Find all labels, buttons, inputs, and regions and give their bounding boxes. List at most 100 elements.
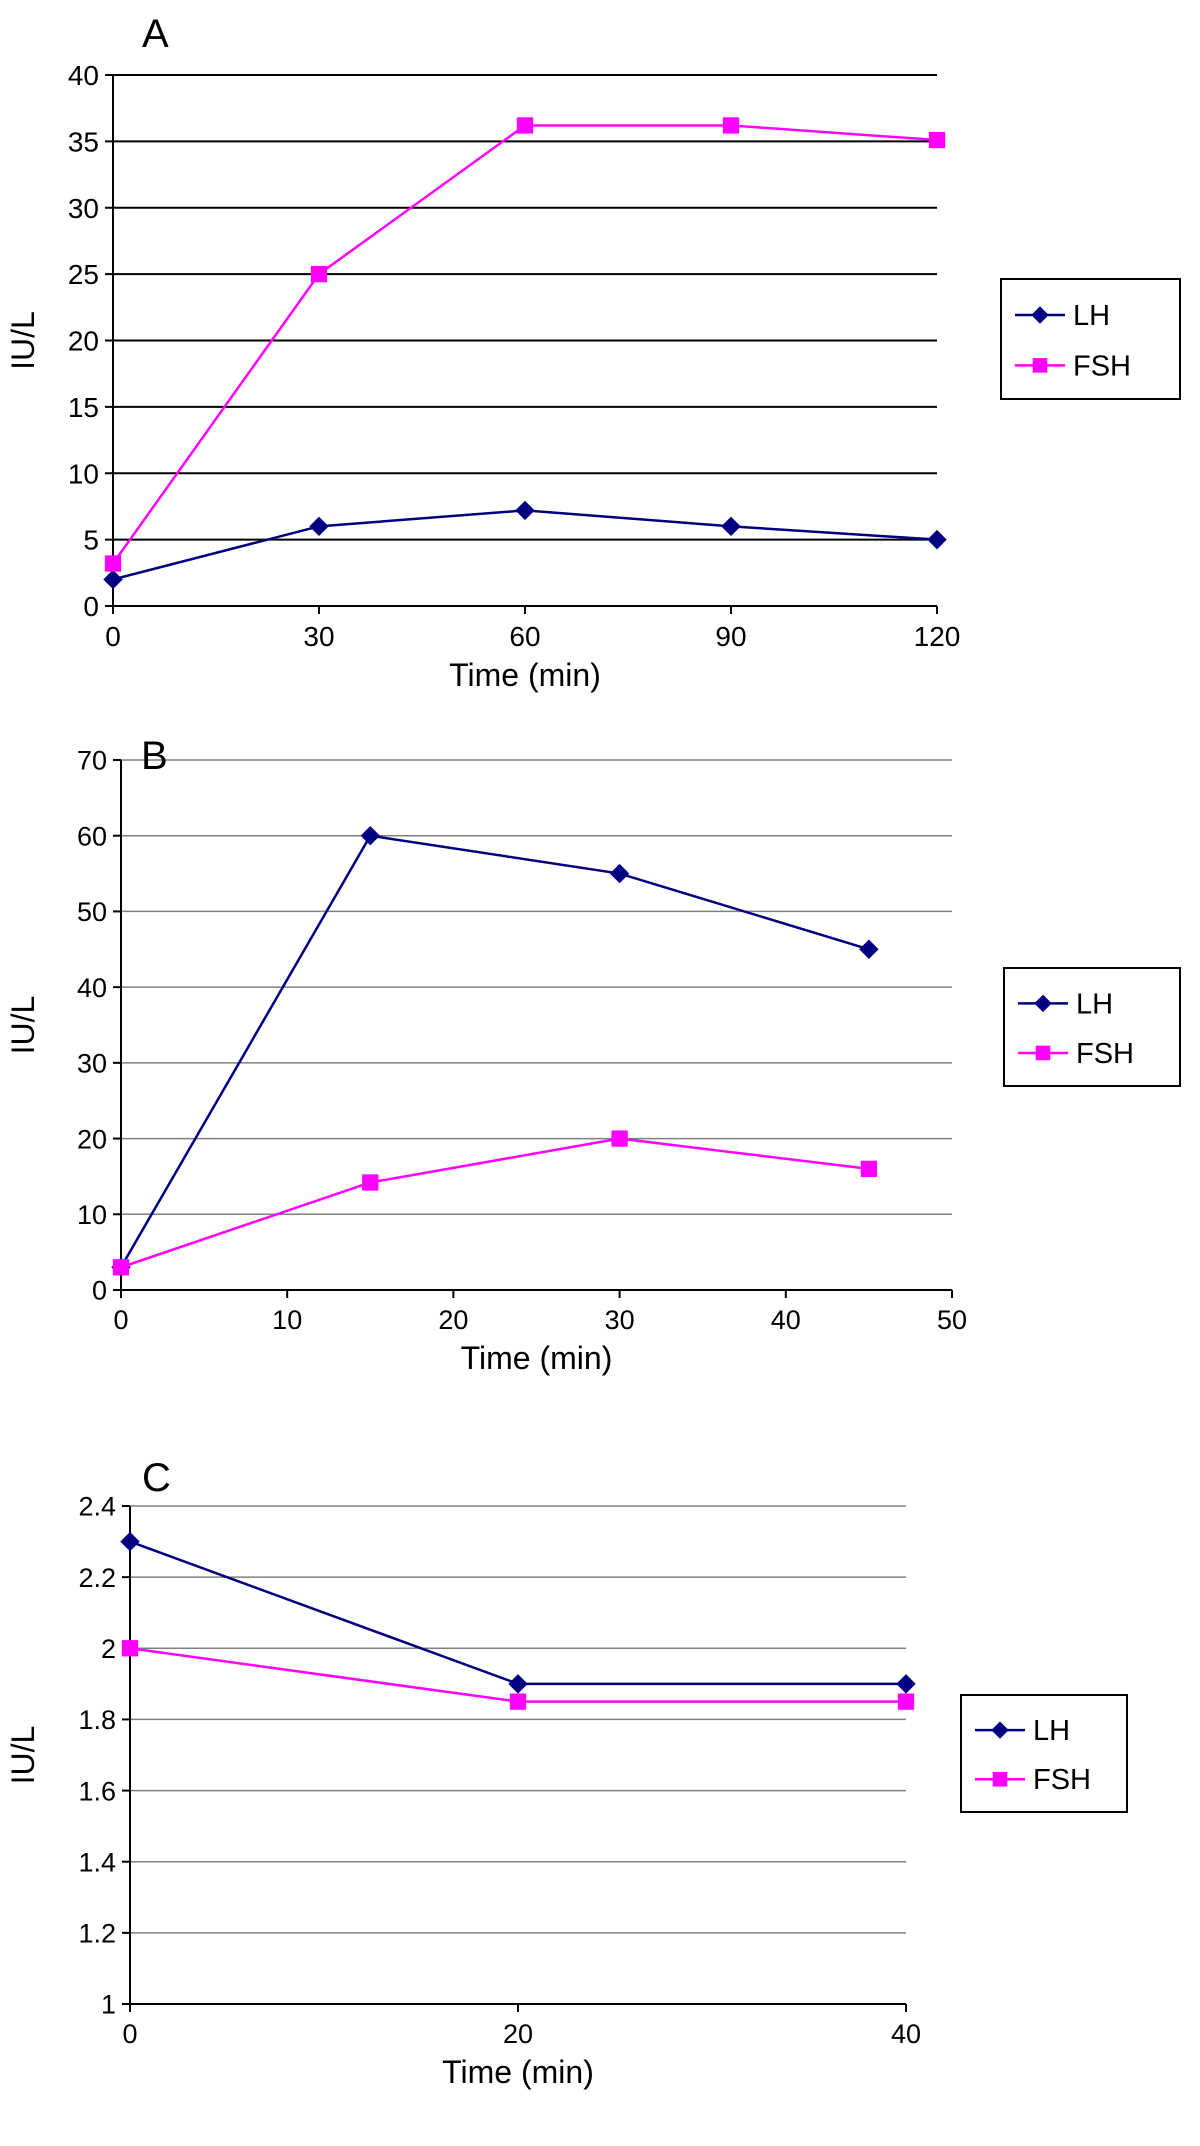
fsh-data-point: [112, 1259, 130, 1276]
x-tick-label: 10: [272, 1305, 302, 1335]
x-tick-label: 40: [891, 2019, 921, 2049]
legend-box: [1003, 967, 1181, 1087]
y-tick-label: 15: [68, 392, 99, 423]
x-tick-label: 0: [105, 621, 121, 652]
diamond-marker-icon: [1031, 306, 1049, 324]
lh-data-point: [360, 826, 381, 846]
lh-data-point: [859, 939, 879, 959]
x-tick-label: 30: [303, 621, 334, 652]
series-fsh: [112, 1130, 878, 1276]
fsh-data-point: [310, 265, 328, 283]
y-tick-label: 1.8: [78, 1705, 116, 1735]
series-line-lh: [129, 1540, 906, 1686]
fsh-data-point: [509, 1693, 527, 1710]
chart-legend: LH FSH: [1000, 278, 1181, 400]
series-lh: [103, 500, 947, 590]
series-fsh: [104, 117, 946, 572]
lh-data-point: [609, 863, 630, 884]
square-marker-icon: [1035, 1045, 1051, 1061]
y-tick-label: 10: [77, 1200, 107, 1230]
fsh-data-point: [897, 1693, 915, 1710]
panel-label: C: [142, 1456, 171, 1500]
y-tick-label: 20: [68, 326, 99, 357]
y-tick-label: 2: [101, 1634, 116, 1664]
lh-data-point: [896, 1674, 916, 1694]
chart-panel-a: 0 5 10 15 20 25 30 35 40 0 30 60 90 120 Time (min) IU/L…: [5, 12, 1181, 693]
x-tick-label: 60: [509, 621, 540, 652]
lh-data-point: [309, 516, 329, 537]
legend-label-lh: LH: [1076, 988, 1113, 1020]
chart-legend: LH FSH: [1003, 967, 1181, 1087]
legend-label-fsh: FSH: [1073, 350, 1131, 382]
chart-panel-b: 0 10 20 30 40 50 60 70 0 10 20 30 40 50 Time (min) IU/L…: [5, 734, 1181, 1376]
fsh-data-point: [928, 131, 946, 149]
y-tick-label: 70: [77, 746, 107, 776]
y-tick-label: 35: [68, 126, 99, 157]
series-fsh: [121, 1640, 915, 1710]
y-tick-label: 2.4: [78, 1492, 116, 1522]
y-tick-label: 25: [68, 259, 99, 290]
x-tick-label: 50: [937, 1305, 967, 1335]
fsh-data-point: [516, 117, 534, 134]
legend-label-lh: LH: [1073, 300, 1110, 332]
fsh-data-point: [611, 1130, 628, 1147]
legend-box: [960, 1694, 1128, 1813]
chart-legend: LH FSH: [960, 1694, 1128, 1813]
x-tick-label: 0: [113, 1305, 128, 1335]
legend-box: [1000, 278, 1181, 400]
y-tick-label: 40: [68, 60, 99, 91]
series-lh: [120, 1531, 916, 1694]
y-axis-title: IU/L: [5, 311, 41, 370]
x-axis-title: Time (min): [449, 657, 601, 693]
y-tick-label: 0: [92, 1276, 107, 1306]
legend-label-fsh: FSH: [1076, 1038, 1134, 1070]
x-axis-title: Time (min): [461, 1340, 613, 1376]
y-tick-label: 0: [83, 591, 99, 622]
lh-data-point: [721, 516, 741, 537]
y-tick-label: 5: [83, 525, 99, 556]
y-axis-title: IU/L: [5, 1726, 41, 1785]
y-tick-label: 30: [68, 193, 99, 224]
lh-data-point: [515, 500, 535, 521]
x-tick-label: 20: [503, 2019, 533, 2049]
square-marker-icon: [992, 1771, 1008, 1787]
y-tick-label: 40: [77, 973, 107, 1003]
x-tick-label: 120: [914, 621, 961, 652]
series-line-fsh: [111, 124, 938, 565]
y-tick-label: 1.6: [78, 1776, 116, 1806]
diamond-marker-icon: [1034, 994, 1052, 1013]
legend-label-fsh: FSH: [1033, 1764, 1091, 1796]
y-tick-label: 1.4: [78, 1847, 116, 1877]
lh-data-point: [103, 569, 123, 590]
y-tick-label: 50: [77, 897, 107, 927]
series-line-lh: [112, 509, 938, 581]
y-tick-label: 2.2: [78, 1563, 116, 1593]
x-tick-label: 30: [605, 1305, 635, 1335]
chart-panel-c: 1 1.2 1.4 1.6 1.8 2 2.2 2.4 0 20 40 Time (min) IU/L C…: [5, 1456, 1128, 2090]
panel-label: A: [142, 12, 169, 56]
diamond-marker-icon: [991, 1721, 1009, 1739]
x-tick-label: 40: [771, 1305, 801, 1335]
fsh-data-point: [362, 1174, 379, 1191]
fsh-data-point: [121, 1640, 139, 1657]
x-tick-label: 0: [122, 2019, 137, 2049]
fsh-data-point: [104, 555, 122, 572]
y-tick-label: 20: [77, 1124, 107, 1154]
square-marker-icon: [1032, 358, 1048, 373]
lh-data-point: [120, 1531, 140, 1552]
panel-label: B: [141, 734, 168, 778]
x-tick-label: 90: [715, 621, 746, 652]
lh-data-point: [927, 529, 947, 550]
x-tick-label: 20: [438, 1305, 468, 1335]
fsh-data-point: [722, 117, 740, 134]
legend-label-lh: LH: [1033, 1715, 1070, 1747]
y-axis-title: IU/L: [5, 996, 41, 1055]
y-tick-label: 60: [77, 821, 107, 851]
series-line-fsh: [120, 1137, 870, 1269]
y-tick-label: 10: [68, 458, 99, 489]
y-tick-label: 30: [77, 1049, 107, 1079]
y-tick-label: 1: [101, 1990, 116, 2020]
x-axis-title: Time (min): [442, 2054, 594, 2090]
series-lh: [111, 826, 879, 1277]
